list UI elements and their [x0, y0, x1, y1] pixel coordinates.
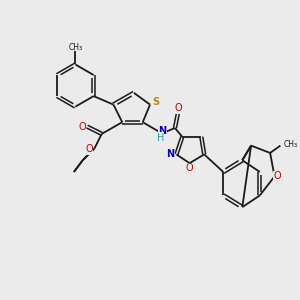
- Text: H: H: [157, 133, 164, 143]
- Text: S: S: [152, 97, 159, 107]
- Text: O: O: [78, 122, 85, 132]
- Text: O: O: [85, 144, 93, 154]
- Text: CH₃: CH₃: [284, 140, 298, 148]
- Text: O: O: [186, 164, 194, 173]
- Text: O: O: [174, 103, 182, 113]
- Text: N: N: [167, 149, 175, 159]
- Text: O: O: [274, 171, 281, 182]
- Text: CH₃: CH₃: [68, 43, 83, 52]
- Text: N: N: [159, 126, 167, 136]
